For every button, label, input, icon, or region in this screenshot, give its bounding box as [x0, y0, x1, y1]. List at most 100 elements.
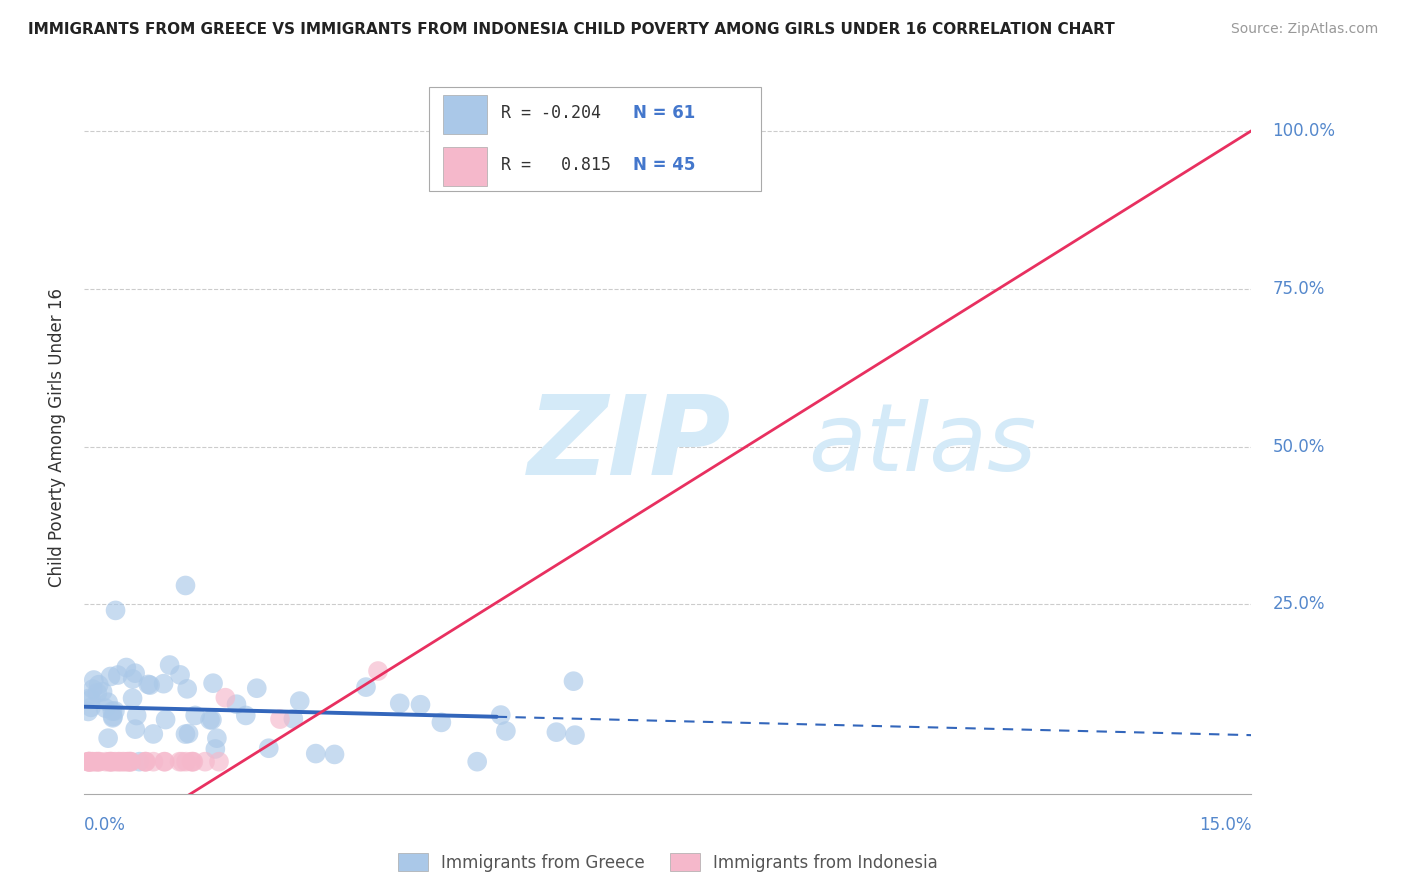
Point — [409, 698, 432, 712]
Point — [101, 709, 124, 723]
Point — [86, 686, 108, 700]
Point — [118, 755, 141, 769]
FancyBboxPatch shape — [429, 87, 761, 191]
Text: R =   0.815: R = 0.815 — [501, 155, 612, 174]
Point — [117, 755, 139, 769]
Point — [115, 755, 138, 769]
Point — [121, 672, 143, 686]
Point — [564, 728, 586, 742]
Point — [91, 684, 114, 698]
Point — [184, 708, 207, 723]
Text: 100.0%: 100.0% — [1272, 122, 1336, 140]
Point — [180, 755, 202, 769]
Point — [120, 755, 142, 769]
Point — [77, 755, 100, 769]
Point — [84, 755, 107, 769]
Text: 0.0%: 0.0% — [84, 816, 127, 834]
Point — [208, 755, 231, 769]
Y-axis label: Child Poverty Among Girls Under 16: Child Poverty Among Girls Under 16 — [48, 287, 66, 587]
Point — [87, 678, 110, 692]
Point — [115, 660, 138, 674]
Point — [79, 755, 101, 769]
Point — [657, 124, 679, 138]
Point — [139, 678, 162, 692]
Point — [194, 755, 217, 769]
Point — [546, 725, 568, 739]
Point — [104, 704, 127, 718]
Point — [135, 755, 157, 769]
Point — [79, 755, 101, 769]
Point — [214, 690, 236, 705]
Point — [112, 755, 135, 769]
Point — [170, 755, 193, 769]
Point — [104, 755, 127, 769]
Point — [246, 681, 269, 696]
Point — [288, 694, 311, 708]
Point — [124, 722, 146, 736]
Text: Source: ZipAtlas.com: Source: ZipAtlas.com — [1230, 22, 1378, 37]
Point — [204, 742, 226, 756]
Point — [82, 755, 104, 769]
Bar — [443, 95, 486, 134]
Point — [87, 755, 110, 769]
Bar — [443, 146, 486, 186]
Point — [305, 747, 328, 761]
Legend: Immigrants from Greece, Immigrants from Indonesia: Immigrants from Greece, Immigrants from … — [391, 847, 945, 879]
Point — [257, 741, 280, 756]
Point — [555, 168, 578, 182]
Point — [80, 700, 103, 714]
Point — [120, 755, 142, 769]
Point — [83, 673, 105, 687]
Point — [77, 755, 100, 769]
Text: 75.0%: 75.0% — [1272, 280, 1324, 298]
Point — [169, 668, 191, 682]
Point — [489, 708, 512, 723]
Point — [97, 695, 120, 709]
Point — [430, 715, 453, 730]
Point — [354, 680, 377, 694]
Point — [198, 713, 221, 727]
Text: N = 61: N = 61 — [633, 103, 695, 122]
Point — [111, 755, 134, 769]
Point — [101, 711, 124, 725]
Text: N = 45: N = 45 — [633, 155, 695, 174]
Point — [108, 755, 131, 769]
Point — [153, 755, 176, 769]
Text: R = -0.204: R = -0.204 — [501, 103, 600, 122]
Point — [153, 755, 176, 769]
Point — [323, 747, 346, 762]
Point — [89, 755, 111, 769]
Point — [202, 676, 225, 690]
Point — [80, 755, 103, 769]
Point — [128, 755, 150, 769]
Point — [283, 712, 305, 726]
Point — [135, 755, 157, 769]
Point — [176, 681, 198, 696]
Point — [77, 705, 100, 719]
Text: ZIP: ZIP — [527, 391, 731, 498]
Point — [174, 755, 197, 769]
Point — [98, 755, 121, 769]
Point — [98, 755, 121, 769]
Point — [152, 676, 174, 690]
Text: atlas: atlas — [808, 399, 1036, 490]
Point — [82, 682, 104, 697]
Point — [80, 692, 103, 706]
Point — [465, 755, 488, 769]
Point — [101, 704, 124, 718]
Point — [155, 713, 177, 727]
Point — [562, 674, 585, 689]
Point — [201, 713, 224, 727]
Point — [205, 731, 228, 746]
Point — [100, 755, 122, 769]
Point — [94, 701, 117, 715]
Point — [495, 724, 517, 739]
Point — [183, 755, 205, 769]
Point — [100, 669, 122, 683]
Point — [174, 578, 197, 592]
Point — [97, 731, 120, 746]
Point — [142, 755, 165, 769]
Point — [177, 726, 200, 740]
Text: IMMIGRANTS FROM GREECE VS IMMIGRANTS FROM INDONESIA CHILD POVERTY AMONG GIRLS UN: IMMIGRANTS FROM GREECE VS IMMIGRANTS FRO… — [28, 22, 1115, 37]
Text: 25.0%: 25.0% — [1272, 596, 1324, 614]
